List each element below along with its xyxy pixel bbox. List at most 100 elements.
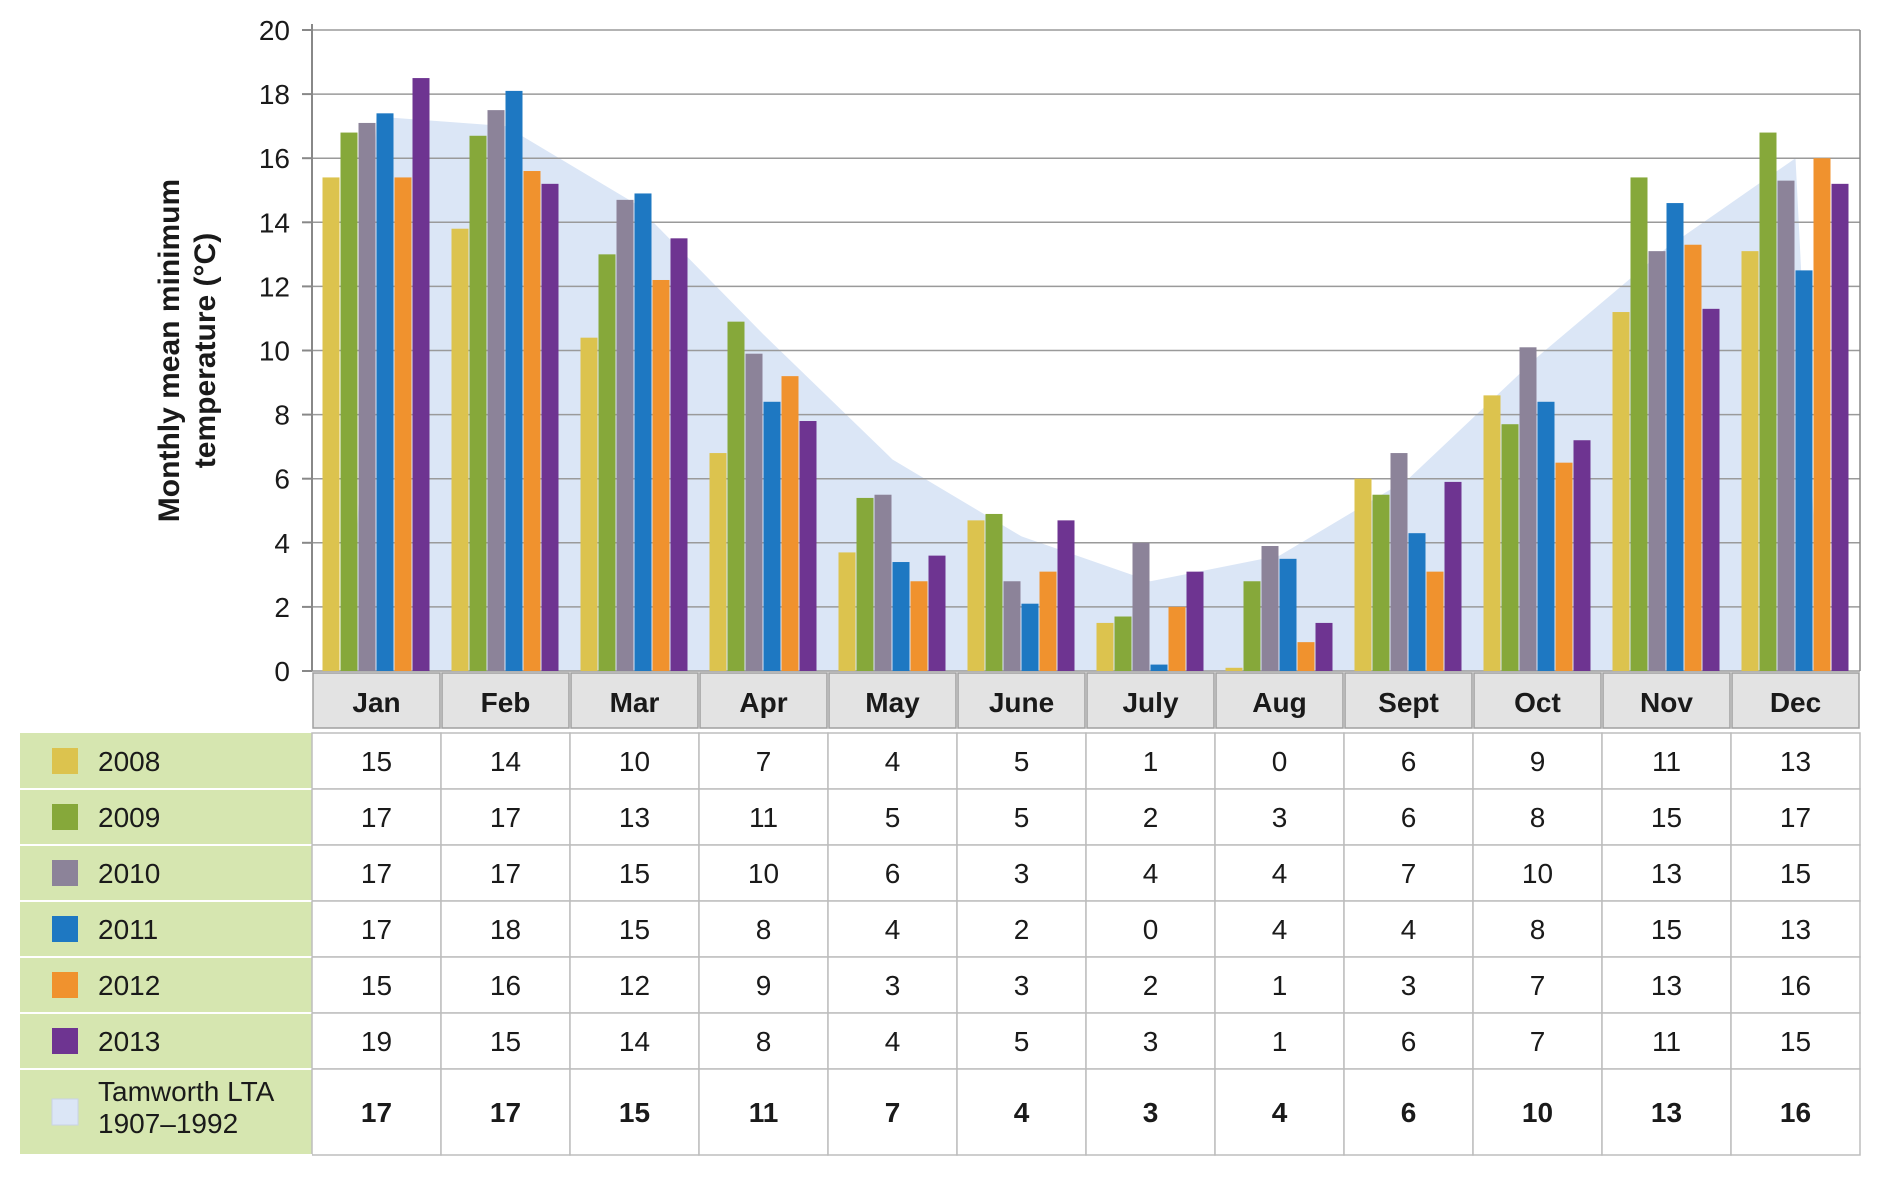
table-value: 15 [361, 970, 392, 1001]
bar [1537, 401, 1555, 671]
table-cell [1343, 1068, 1474, 1156]
table-value: 2 [1143, 970, 1159, 1001]
month-header-cell [1086, 672, 1215, 729]
table-value: 15 [490, 1026, 521, 1057]
legend-swatch [52, 804, 78, 830]
table-cell [1214, 844, 1345, 902]
table-value: 7 [885, 1097, 901, 1128]
bar [1759, 132, 1777, 671]
bar [1039, 571, 1057, 671]
table-cell [1085, 900, 1216, 958]
bar [745, 353, 763, 671]
legend-label: Tamworth LTA [98, 1076, 275, 1107]
table-cell [440, 788, 571, 846]
table-value: 19 [361, 1026, 392, 1057]
table-cell [698, 788, 829, 846]
table-value: 6 [1401, 802, 1417, 833]
table-value: 0 [1272, 746, 1288, 777]
table-value: 11 [1652, 746, 1681, 777]
table-value: 7 [1530, 970, 1546, 1001]
table-cell [311, 844, 442, 902]
month-header-label: Feb [481, 687, 531, 718]
table-value: 9 [756, 970, 772, 1001]
table-value: 17 [490, 1097, 521, 1128]
legend-label: 2011 [98, 914, 158, 945]
table-cell [1472, 900, 1603, 958]
table-value: 14 [619, 1026, 650, 1057]
table-cell [1214, 956, 1345, 1014]
table-value: 4 [885, 1026, 901, 1057]
table-value: 7 [756, 746, 772, 777]
table-cell [311, 732, 442, 790]
table-value: 0 [1143, 914, 1159, 945]
table-value: 4 [1143, 858, 1159, 889]
table-value: 6 [1401, 1097, 1417, 1128]
table-value: 18 [490, 914, 521, 945]
table-value: 4 [1401, 914, 1417, 945]
lta-area-layer [350, 116, 1822, 671]
table-value: 6 [1401, 746, 1417, 777]
table-cell [569, 1068, 700, 1156]
table-value: 3 [1401, 970, 1417, 1001]
table-value: 13 [1651, 970, 1682, 1001]
table-value: 3 [1143, 1026, 1159, 1057]
table-cell [827, 788, 958, 846]
bar [1003, 581, 1021, 671]
legend-swatch [52, 1028, 78, 1054]
table-cell [1730, 956, 1861, 1014]
table-value: 15 [1780, 1026, 1811, 1057]
table-value: 14 [490, 746, 521, 777]
bar [928, 555, 946, 671]
table-value: 2 [1143, 802, 1159, 833]
table-value: 5 [1014, 802, 1030, 833]
bar [1132, 542, 1150, 671]
month-header-cell [699, 672, 828, 729]
bar [1795, 270, 1813, 671]
table-cell [1343, 788, 1474, 846]
bar [1096, 622, 1114, 671]
table-value: 17 [361, 858, 392, 889]
table-value: 13 [1780, 746, 1811, 777]
bar [505, 90, 523, 671]
table-value: 5 [1014, 1026, 1030, 1057]
bar [1444, 481, 1462, 671]
bar [1243, 581, 1261, 671]
bar [412, 78, 430, 671]
month-header-cell [570, 672, 699, 729]
table-value: 17 [361, 802, 392, 833]
y-tick-label: 8 [274, 400, 290, 431]
table-value: 15 [619, 1097, 650, 1128]
table-value: 1 [1143, 746, 1159, 777]
table-value: 4 [885, 746, 901, 777]
bar [340, 132, 358, 671]
y-tick-label: 0 [274, 656, 290, 687]
table-value: 17 [1780, 802, 1811, 833]
table-value: 15 [619, 858, 650, 889]
bar [1666, 203, 1684, 671]
bar [1021, 603, 1039, 671]
table-cell [1472, 956, 1603, 1014]
table-value: 7 [1401, 858, 1417, 889]
bar [892, 562, 910, 671]
table-cell [1214, 1068, 1345, 1156]
bar [1114, 616, 1132, 671]
month-header-label: Apr [739, 687, 787, 718]
bar [616, 199, 634, 672]
table-value: 7 [1530, 1026, 1546, 1057]
table-cell [1601, 844, 1732, 902]
bar [799, 421, 817, 671]
table-cell [1085, 1012, 1216, 1070]
table-cell [827, 956, 958, 1014]
table-value: 10 [619, 746, 650, 777]
bar [910, 581, 928, 671]
bar [598, 254, 616, 671]
bar [838, 552, 856, 671]
legend-label: 2008 [98, 746, 160, 777]
table-value: 3 [885, 970, 901, 1001]
bar [580, 337, 598, 671]
table-value: 1 [1272, 970, 1288, 1001]
table-value: 1 [1272, 1026, 1288, 1057]
table-value: 4 [885, 914, 901, 945]
table-cell [1601, 1068, 1732, 1156]
bar [727, 321, 745, 671]
